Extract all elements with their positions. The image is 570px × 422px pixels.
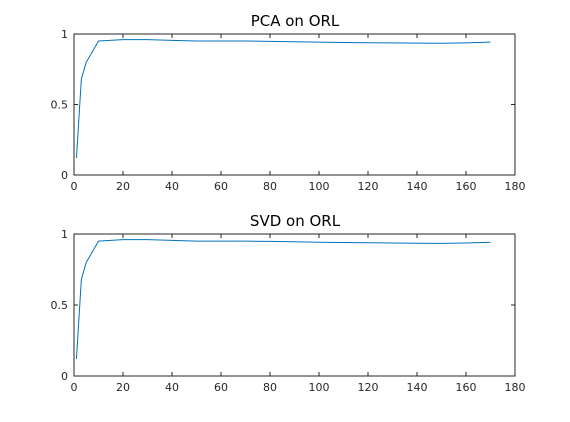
x-tick-label-pca: 180 xyxy=(505,180,526,193)
x-tick-label-svd: 180 xyxy=(505,381,526,394)
x-tick-label-pca: 20 xyxy=(116,180,130,193)
axes-svd: 0 20 40 60 80 100 120 140 160 180 0 0.5 1 xyxy=(51,228,526,394)
series-line-svd-0 xyxy=(75,239,491,359)
x-tick-label-svd: 40 xyxy=(165,381,179,394)
chart-title-svd: SVD on ORL xyxy=(250,212,341,230)
x-tick-label-svd: 80 xyxy=(263,381,277,394)
plot-area-pca xyxy=(73,33,516,176)
x-tick-label-svd: 20 xyxy=(116,381,130,394)
subplot-pca: PCA on ORL 0 20 40 60 80 100 120 140 160 180 0 0.5 1 xyxy=(51,12,526,193)
x-tick-label-pca: 40 xyxy=(165,180,179,193)
y-tick-label-svd: 0 xyxy=(61,370,68,383)
y-tick-label-pca: 0.5 xyxy=(51,99,69,112)
x-tick-label-svd: 160 xyxy=(456,381,477,394)
x-tick-label-svd: 140 xyxy=(407,381,428,394)
x-tick-label-svd: 60 xyxy=(214,381,228,394)
chart-title-pca: PCA on ORL xyxy=(251,12,340,30)
subplot-svd: SVD on ORL 0 20 40 60 80 100 120 140 160 180 0 0.5 1 xyxy=(51,212,526,394)
x-tick-label-pca: 0 xyxy=(71,180,78,193)
x-tick-label-svd: 0 xyxy=(71,381,78,394)
y-tick-label-svd: 1 xyxy=(61,228,68,241)
x-tick-label-pca: 100 xyxy=(309,180,330,193)
axes-pca: 0 20 40 60 80 100 120 140 160 180 0 0.5 1 xyxy=(51,28,526,193)
x-tick-label-pca: 140 xyxy=(407,180,428,193)
y-tick-label-pca: 0 xyxy=(61,169,68,182)
y-tick-label-pca: 1 xyxy=(61,28,68,41)
plot-area-svd xyxy=(73,233,516,377)
x-tick-label-pca: 120 xyxy=(358,180,379,193)
x-tick-label-pca: 160 xyxy=(456,180,477,193)
series-line-pca-0 xyxy=(75,39,491,159)
y-tick-label-svd: 0.5 xyxy=(51,299,69,312)
x-tick-label-pca: 80 xyxy=(263,180,277,193)
x-tick-label-svd: 100 xyxy=(309,381,330,394)
x-tick-label-svd: 120 xyxy=(358,381,379,394)
x-tick-label-pca: 60 xyxy=(214,180,228,193)
